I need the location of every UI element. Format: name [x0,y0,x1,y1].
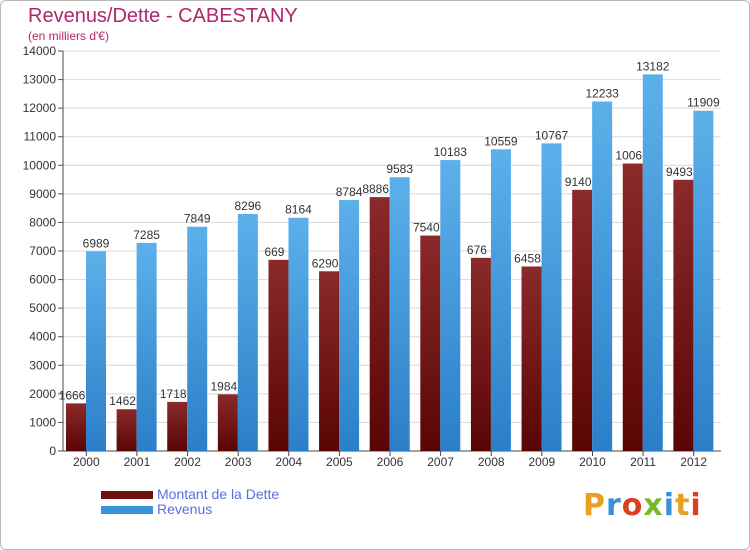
data-label-dette: 1006 [615,149,642,163]
data-label-revenus: 10183 [434,145,468,159]
data-label-dette: 7540 [413,221,440,235]
logo-letter: i [663,488,676,523]
bar-revenus [389,177,410,451]
x-tick-label: 2007 [427,455,454,469]
chart-subtitle: (en milliers d'€) [28,29,109,43]
bar-dette [622,163,643,452]
y-tick-label: 14000 [23,44,57,58]
x-tick-label: 2004 [275,455,302,469]
bar-dette [521,266,542,451]
y-tick-label: 2000 [29,387,56,401]
logo-letter: P [583,488,606,523]
bar-revenus [288,217,309,451]
bar-revenus [490,149,511,452]
y-tick-label: 1000 [29,415,56,429]
bar-revenus [592,101,613,451]
bar-dette [369,197,390,451]
bar-dette [319,271,340,451]
data-label-dette: 9140 [565,175,592,189]
y-tick-label: 10000 [23,158,57,172]
data-label-revenus: 8784 [336,185,363,199]
x-tick-label: 2003 [225,455,252,469]
data-label-dette: 1718 [160,387,187,401]
bar-revenus [136,242,157,451]
y-tick-label: 11000 [24,130,57,144]
x-tick-label: 2011 [630,455,656,469]
y-tick-label: 0 [49,444,56,458]
data-label-dette: 1666 [59,388,86,402]
bar-revenus [237,213,258,451]
bar-revenus [440,160,461,452]
x-tick-label: 2005 [326,455,353,469]
legend-swatch-debt [101,491,153,499]
y-tick-label: 7000 [29,244,56,258]
bar-dette [572,189,593,451]
data-label-dette: 6458 [514,251,541,265]
y-tick-label: 8000 [29,215,56,229]
bar-dette [420,235,441,451]
y-tick-label: 13000 [23,73,57,87]
x-tick-label: 2009 [528,455,555,469]
data-label-dette: 1984 [210,379,237,393]
x-tick-label: 2008 [478,455,505,469]
data-label-revenus: 7285 [133,228,160,242]
data-label-dette: 6290 [312,256,339,270]
y-tick-label: 4000 [29,330,56,344]
data-label-dette: 669 [264,245,284,259]
logo-letter: t [675,488,691,523]
data-label-revenus: 8296 [234,199,261,213]
chart-title: Revenus/Dette - CABESTANY [28,5,298,27]
bar-revenus [541,143,562,451]
data-label-revenus: 13182 [636,59,670,73]
y-tick-label: 3000 [29,358,56,372]
x-tick-label: 2006 [377,455,404,469]
y-tick-label: 12000 [23,101,57,115]
y-tick-label: 6000 [29,273,56,287]
bar-revenus [693,110,714,451]
bar-revenus [642,74,663,451]
logo-letter: r [606,488,622,523]
data-label-dette: 676 [467,243,487,257]
data-label-revenus: 7849 [184,212,211,226]
logo-letter: x [643,488,664,523]
bar-dette [217,394,238,451]
logo-letter: i [690,488,702,523]
x-tick-label: 2001 [124,455,151,469]
x-tick-label: 2010 [579,455,606,469]
bar-dette [66,403,86,451]
legend-swatch-revenus [101,506,153,514]
bar-revenus [86,251,106,451]
data-label-revenus: 11909 [687,96,720,110]
x-tick-label: 2002 [174,455,201,469]
bar-revenus [187,226,208,451]
data-label-revenus: 10559 [484,134,518,148]
bar-dette [167,401,188,451]
legend-label-revenus: Revenus [157,501,213,517]
data-label-revenus: 8164 [285,203,312,217]
data-label-revenus: 6989 [83,236,110,250]
bar-dette [470,257,491,451]
proxiti-logo: Proxiti [583,488,702,523]
x-tick-label: 2012 [680,455,707,469]
data-label-dette: 9493 [666,165,693,179]
bar-revenus [339,200,360,451]
data-label-revenus: 10767 [535,128,569,142]
logo-letter: o [621,488,644,523]
bar-dette [673,179,694,451]
data-label-revenus: 12233 [585,86,619,100]
bar-dette [268,259,289,451]
y-tick-label: 9000 [29,187,56,201]
bar-dette [116,409,137,451]
x-tick-label: 2000 [73,455,100,469]
data-label-dette: 1462 [109,394,136,408]
legend-label-debt: Montant de la Dette [157,486,280,502]
data-label-dette: 8886 [362,182,389,196]
data-label-revenus: 9583 [386,162,413,176]
y-tick-label: 5000 [29,301,56,315]
